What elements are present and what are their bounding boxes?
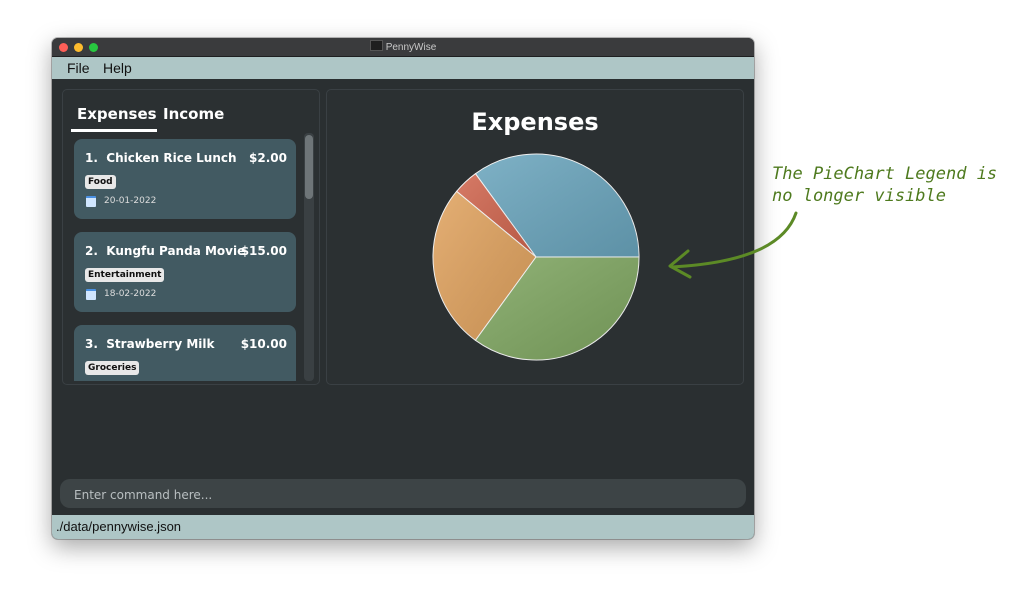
chart-title: Expenses <box>471 108 599 136</box>
pie-slice-shading-3 <box>433 191 536 341</box>
category-tag: Food <box>85 175 116 189</box>
active-tab-indicator <box>71 129 157 132</box>
entry-index: 1. <box>85 151 98 165</box>
status-bar: ./data/pennywise.json <box>52 515 754 539</box>
window-title: PennyWise <box>385 42 437 53</box>
scroll-thumb[interactable] <box>305 135 313 199</box>
maximize-window-button[interactable] <box>89 43 98 52</box>
menu-help[interactable]: Help <box>103 60 132 76</box>
list-item[interactable]: 2. Kungfu Panda Movie $15.00 Entertainme… <box>74 232 296 312</box>
app-window: PennyWise File Help Expenses Income 1. C… <box>52 38 754 539</box>
command-box <box>60 479 746 510</box>
app-icon <box>369 40 383 51</box>
list-item[interactable]: 3. Strawberry Milk $10.00 Groceries <box>74 325 296 381</box>
entry-date: 18-02-2022 <box>104 289 157 299</box>
category-tag: Groceries <box>85 361 140 375</box>
annotation-line-2: no longer visible <box>772 186 946 206</box>
calendar-icon <box>86 289 96 300</box>
entry-list-panel: Expenses Income 1. Chicken Rice Lunch $2… <box>62 89 320 385</box>
menu-file[interactable]: File <box>67 60 90 76</box>
title-bar: PennyWise <box>52 38 754 57</box>
pie-chart <box>432 153 640 361</box>
command-input[interactable] <box>72 479 736 510</box>
pie-slice-shading-4 <box>475 257 639 360</box>
entry-date: 20-01-2022 <box>104 196 157 206</box>
annotation-line-1: The PieChart Legend is <box>772 164 998 184</box>
entry-list[interactable]: 1. Chicken Rice Lunch $2.00 Food 20-01-2… <box>74 139 300 381</box>
entry-index: 3. <box>85 337 98 351</box>
annotation-note: The PieChart Legend is no longer visible <box>772 163 1012 207</box>
menu-bar: File Help <box>52 57 754 79</box>
entry-description: Kungfu Panda Movie <box>106 244 246 258</box>
pie-slice-shading-2 <box>456 173 536 257</box>
calendar-icon <box>86 196 96 207</box>
close-window-button[interactable] <box>59 43 68 52</box>
entry-amount: $10.00 <box>240 337 287 351</box>
minimize-window-button[interactable] <box>74 43 83 52</box>
entry-description: Strawberry Milk <box>106 337 215 351</box>
chart-panel: Expenses <box>326 89 744 385</box>
pie-slice-shading-1 <box>475 154 639 257</box>
data-file-path: ./data/pennywise.json <box>56 519 182 534</box>
list-item[interactable]: 1. Chicken Rice Lunch $2.00 Food 20-01-2… <box>74 139 296 219</box>
entry-amount: $2.00 <box>249 151 287 165</box>
tab-income[interactable]: Income <box>163 105 225 123</box>
tab-expenses[interactable]: Expenses <box>77 105 157 123</box>
entry-amount: $15.00 <box>240 244 287 258</box>
annotation-arrow <box>668 211 798 279</box>
list-scrollbar[interactable] <box>304 133 314 381</box>
entry-index: 2. <box>85 244 98 258</box>
category-tag: Entertainment <box>85 268 165 282</box>
entry-description: Chicken Rice Lunch <box>106 151 237 165</box>
